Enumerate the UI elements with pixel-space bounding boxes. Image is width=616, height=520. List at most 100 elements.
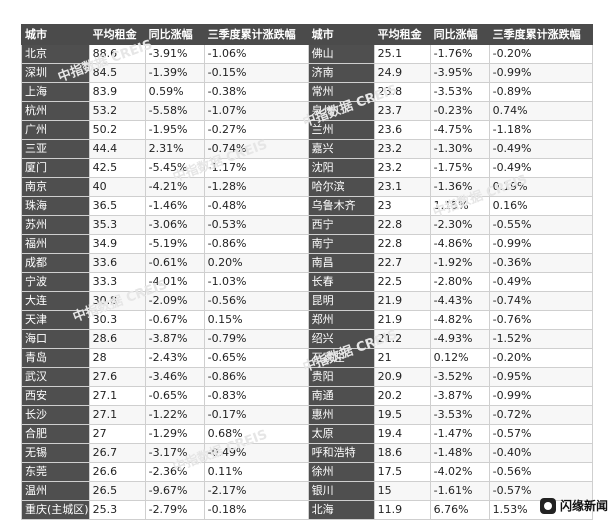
yoy-change-cell: -3.95% [429, 63, 490, 83]
column-header: 城市 [307, 24, 375, 45]
avg-rent-cell: 34.9 [88, 234, 146, 254]
q3-cumulative-cell: -0.86% [203, 234, 309, 254]
yoy-change-cell: -4.43% [429, 291, 490, 311]
yoy-change-cell: -5.19% [144, 234, 205, 254]
q3-cumulative-cell: -0.57% [488, 481, 593, 501]
q3-cumulative-cell: -0.17% [203, 405, 309, 425]
city-cell: 惠州 [307, 405, 375, 425]
yoy-change-cell: -1.48% [429, 443, 490, 463]
avg-rent-cell: 22.5 [373, 272, 431, 292]
q3-cumulative-cell: -0.53% [203, 215, 309, 235]
avg-rent-cell: 23.1 [373, 177, 431, 197]
q3-cumulative-cell: -0.74% [488, 291, 593, 311]
yoy-change-cell: -9.67% [144, 481, 205, 501]
q3-cumulative-cell: -0.99% [488, 63, 593, 83]
q3-cumulative-cell: 0.19% [488, 177, 593, 197]
city-cell: 昆明 [307, 291, 375, 311]
table-row: 北京 88.6 -3.91% -1.06% 佛山 25.1 -1.76% -0.20% [21, 44, 593, 64]
q3-cumulative-cell: -0.79% [203, 329, 309, 349]
city-cell: 石家庄 [307, 348, 375, 368]
avg-rent-cell: 28.6 [88, 329, 146, 349]
city-cell: 佛山 [307, 44, 375, 64]
q3-cumulative-cell: -0.89% [488, 82, 593, 102]
q3-cumulative-cell: -0.49% [488, 139, 593, 159]
avg-rent-cell: 83.9 [88, 82, 146, 102]
yoy-change-cell: 2.31% [144, 139, 205, 159]
city-cell: 长沙 [21, 405, 90, 425]
column-header: 三季度累计涨跌幅 [203, 24, 309, 45]
q3-cumulative-cell: -0.74% [203, 139, 309, 159]
avg-rent-cell: 33.3 [88, 272, 146, 292]
avg-rent-cell: 53.2 [88, 101, 146, 121]
yoy-change-cell: -4.01% [144, 272, 205, 292]
table-row: 厦门 42.5 -5.45% -1.17% 沈阳 23.2 -1.75% -0.49% [21, 158, 593, 178]
city-cell: 常州 [307, 82, 375, 102]
avg-rent-cell: 24.9 [373, 63, 431, 83]
yoy-change-cell: -4.21% [144, 177, 205, 197]
city-cell: 哈尔滨 [307, 177, 375, 197]
city-cell: 南昌 [307, 253, 375, 273]
q3-cumulative-cell: -1.52% [488, 329, 593, 349]
q3-cumulative-cell: -0.76% [488, 310, 593, 330]
city-cell: 兰州 [307, 120, 375, 140]
q3-cumulative-cell: -0.55% [488, 215, 593, 235]
avg-rent-cell: 23.2 [373, 139, 431, 159]
yoy-change-cell: -0.65% [144, 386, 205, 406]
city-cell: 南宁 [307, 234, 375, 254]
q3-cumulative-cell: -1.06% [203, 44, 309, 64]
q3-cumulative-cell: -1.07% [203, 101, 309, 121]
avg-rent-cell: 23.8 [373, 82, 431, 102]
column-header: 同比涨幅 [144, 24, 205, 45]
table-row: 三亚 44.4 2.31% -0.74% 嘉兴 23.2 -1.30% -0.49% [21, 139, 593, 159]
column-header: 三季度累计涨跌幅 [488, 24, 593, 45]
avg-rent-cell: 23.6 [373, 120, 431, 140]
table-row: 上海 83.9 0.59% -0.38% 常州 23.8 -3.53% -0.89% [21, 82, 593, 102]
avg-rent-cell: 22.8 [373, 215, 431, 235]
yoy-change-cell: -1.92% [429, 253, 490, 273]
table-row: 苏州 35.3 -3.06% -0.53% 西宁 22.8 -2.30% -0.55% [21, 215, 593, 235]
yoy-change-cell: 1.15% [429, 196, 490, 216]
table-row: 广州 50.2 -1.95% -0.27% 兰州 23.6 -4.75% -1.18% [21, 120, 593, 140]
q3-cumulative-cell: 0.20% [203, 253, 309, 273]
q3-cumulative-cell: 0.16% [488, 196, 593, 216]
avg-rent-cell: 18.6 [373, 443, 431, 463]
yoy-change-cell: -0.67% [144, 310, 205, 330]
avg-rent-cell: 84.5 [88, 63, 146, 83]
yoy-change-cell: -0.61% [144, 253, 205, 273]
table-row: 温州 26.5 -9.67% -2.17% 银川 15 -1.61% -0.57% [21, 481, 593, 501]
yoy-change-cell: -0.23% [429, 101, 490, 121]
table-row: 南京 40 -4.21% -1.28% 哈尔滨 23.1 -1.36% 0.19% [21, 177, 593, 197]
city-cell: 苏州 [21, 215, 90, 235]
avg-rent-cell: 26.7 [88, 443, 146, 463]
city-cell: 武汉 [21, 367, 90, 387]
avg-rent-cell: 20.9 [373, 367, 431, 387]
avg-rent-cell: 40 [88, 177, 146, 197]
yoy-change-cell: -3.06% [144, 215, 205, 235]
q3-cumulative-cell: -0.86% [203, 367, 309, 387]
brand-logo-icon [539, 497, 556, 514]
q3-cumulative-cell: -0.83% [203, 386, 309, 406]
city-cell: 嘉兴 [307, 139, 375, 159]
city-cell: 重庆(主城区) [21, 500, 90, 520]
yoy-change-cell: -1.39% [144, 63, 205, 83]
avg-rent-cell: 21.2 [373, 329, 431, 349]
avg-rent-cell: 30.8 [88, 291, 146, 311]
table-row: 武汉 27.6 -3.46% -0.86% 贵阳 20.9 -3.52% -0.95% [21, 367, 593, 387]
yoy-change-cell: -1.46% [144, 196, 205, 216]
city-cell: 济南 [307, 63, 375, 83]
avg-rent-cell: 17.5 [373, 462, 431, 482]
yoy-change-cell: -2.36% [144, 462, 205, 482]
q3-cumulative-cell: -1.28% [203, 177, 309, 197]
city-cell: 泉州 [307, 101, 375, 121]
city-cell: 郑州 [307, 310, 375, 330]
avg-rent-cell: 21.9 [373, 310, 431, 330]
avg-rent-cell: 23 [373, 196, 431, 216]
avg-rent-cell: 23.7 [373, 101, 431, 121]
avg-rent-cell: 27.1 [88, 386, 146, 406]
table-row: 西安 27.1 -0.65% -0.83% 南通 20.2 -3.87% -0.99% [21, 386, 593, 406]
table-header-row: 城市 平均租金 同比涨幅 三季度累计涨跌幅 城市 平均租金 同比涨幅 三季度累计涨跌幅 [21, 24, 593, 45]
city-cell: 沈阳 [307, 158, 375, 178]
q3-cumulative-cell: -0.20% [488, 348, 593, 368]
city-cell: 北海 [307, 500, 375, 520]
column-header: 城市 [21, 24, 90, 45]
